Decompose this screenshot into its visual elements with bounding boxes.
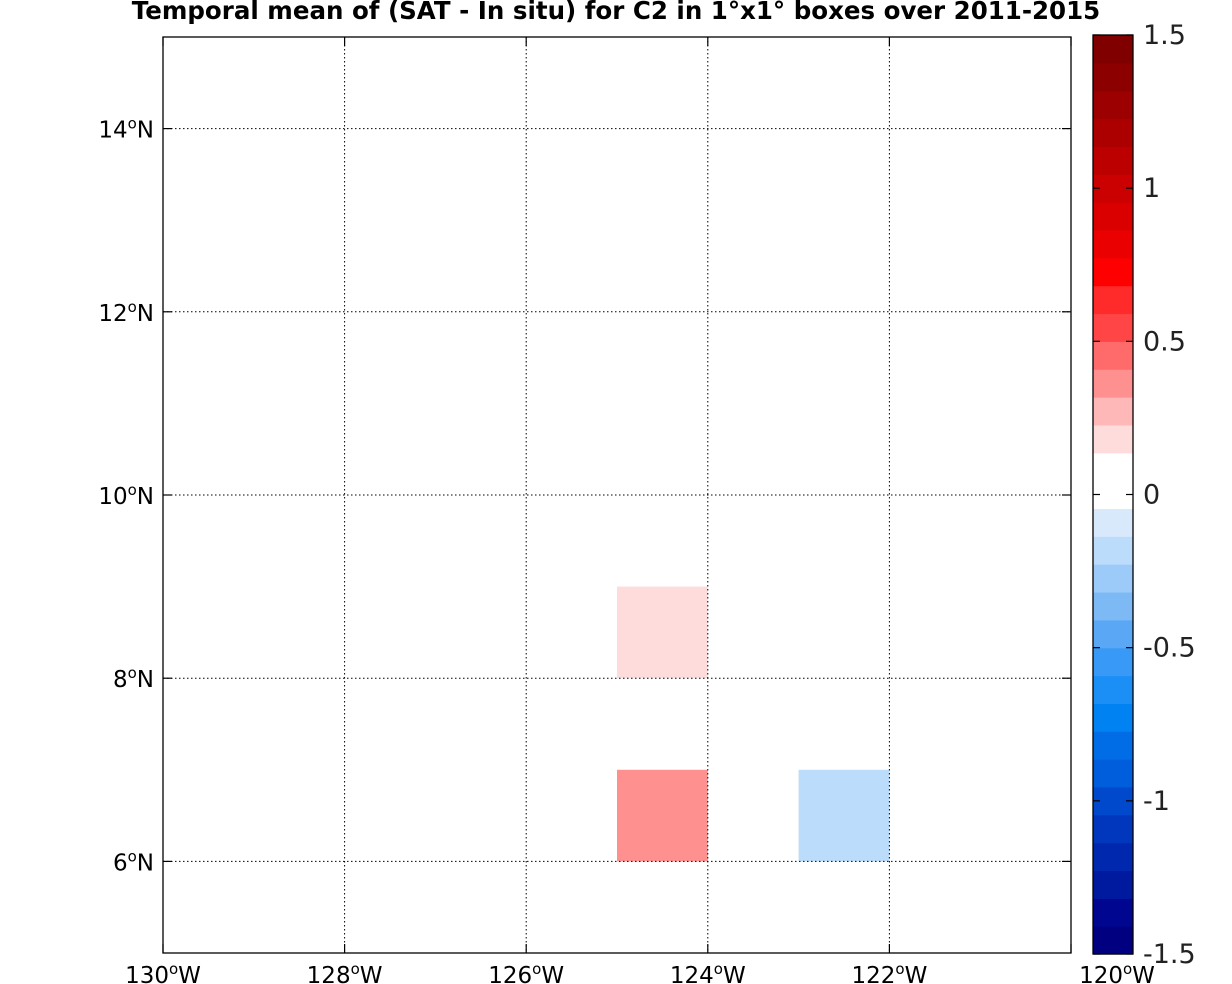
colorbar-segment	[1093, 313, 1133, 342]
x-tick-label: 124oW	[670, 960, 746, 984]
data-cell-3	[798, 769, 890, 862]
colorbar-segment	[1093, 675, 1133, 704]
colorbar-segment	[1093, 202, 1133, 231]
x-tick-label: 130oW	[125, 960, 201, 984]
colorbar-segment	[1093, 870, 1133, 899]
colorbar-tick-labels: 1.5 1 0.5 0 -0.5 -1 -1.5	[1093, 20, 1196, 970]
colorbar-segment	[1093, 508, 1133, 537]
gridlines	[163, 37, 1071, 953]
colorbar-segment	[1093, 90, 1133, 120]
colorbar-segment	[1093, 814, 1133, 844]
colorbar-tick-label: -1	[1143, 786, 1170, 817]
colorbar-tick-label: -0.5	[1143, 633, 1196, 664]
colorbar-segment	[1093, 424, 1133, 454]
colorbar-tick-label: -1.5	[1143, 939, 1196, 970]
x-tick-label: 128oW	[307, 960, 383, 984]
y-tick-label: 12oN	[98, 298, 154, 327]
colorbar-segment	[1093, 62, 1133, 92]
data-cell-1	[617, 586, 708, 679]
x-tick-labels: 130oW 128oW 126oW 124oW 122oW 120oW	[125, 960, 1155, 984]
x-tick-label: 122oW	[851, 960, 927, 984]
y-tick-labels: 6oN 8oN 10oN 12oN 14oN	[98, 115, 154, 877]
colorbar-segment	[1093, 285, 1133, 315]
colorbar-segment	[1093, 759, 1133, 788]
data-cells	[617, 586, 890, 862]
y-tick-label: 6oN	[113, 847, 154, 876]
colorbar-segment	[1093, 397, 1133, 426]
colorbar-segment	[1093, 703, 1133, 732]
colorbar-segment	[1093, 647, 1133, 677]
chart-title: Temporal mean of (SAT - In situ) for C2 …	[132, 0, 1100, 25]
y-tick-label: 14oN	[98, 115, 154, 144]
colorbar-tick-label: 0.5	[1143, 326, 1186, 357]
y-tick-label: 8oN	[113, 664, 154, 693]
colorbar-segment	[1093, 257, 1133, 287]
y-tick-label: 10oN	[98, 481, 154, 510]
colorbar-segment	[1093, 146, 1133, 175]
colorbar-segment	[1093, 842, 1133, 872]
colorbar-segment	[1093, 619, 1133, 649]
colorbar-segment	[1093, 564, 1133, 593]
axes-frame	[162, 36, 1072, 954]
colorbar-segment	[1093, 341, 1133, 370]
colorbar-tick-label: 1.5	[1143, 20, 1186, 51]
colorbar-segment	[1093, 118, 1133, 147]
x-tick-label: 126oW	[488, 960, 564, 984]
colorbar	[1092, 34, 1134, 955]
colorbar-segment	[1093, 898, 1133, 927]
colorbar-tick-label: 0	[1143, 480, 1160, 511]
x-tick-label: 120oW	[1079, 960, 1155, 984]
colorbar-tick-label: 1	[1143, 173, 1160, 204]
colorbar-segment	[1093, 369, 1133, 398]
colorbar-segment	[1093, 731, 1133, 760]
colorbar-segment	[1093, 536, 1133, 565]
colorbar-segment	[1093, 229, 1133, 259]
data-cell-2	[617, 769, 708, 862]
colorbar-segment	[1093, 926, 1133, 955]
colorbar-segment	[1093, 452, 1133, 482]
colorbar-segment	[1093, 591, 1133, 621]
colorbar-segment	[1093, 35, 1133, 64]
